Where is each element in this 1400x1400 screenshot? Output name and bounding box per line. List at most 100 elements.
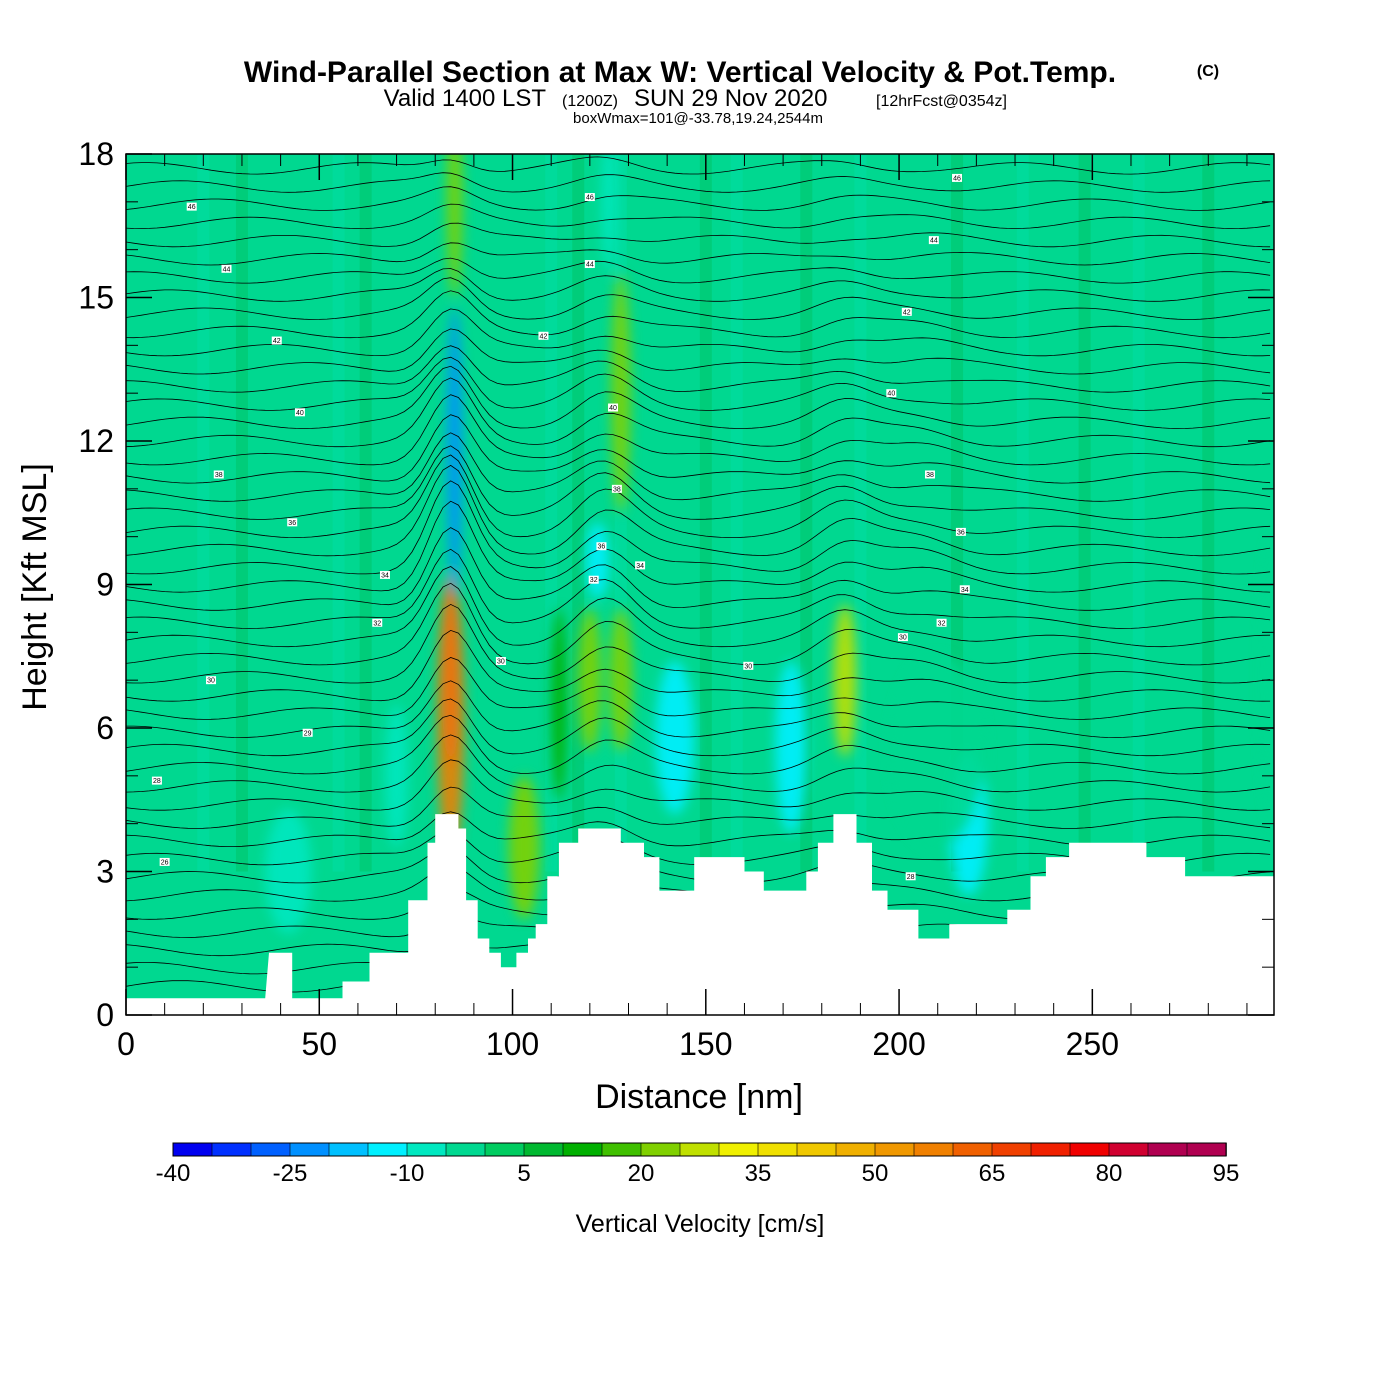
theta-contour-line (126, 156, 1271, 175)
colorbar-swatch (1030, 1142, 1071, 1157)
velocity-blob (609, 608, 633, 752)
velocity-streak (730, 154, 743, 872)
colorbar-swatch (484, 1142, 525, 1157)
theta-label-text: 36 (288, 520, 296, 527)
colorbar-swatch (757, 1142, 798, 1157)
colorbar-swatch (874, 1142, 915, 1157)
theta-label: 40 (608, 403, 619, 412)
theta-label: 34 (379, 570, 390, 579)
theta-label-text: 34 (961, 587, 969, 594)
theta-label-text: 40 (887, 391, 895, 398)
colorbar-swatch (172, 1142, 213, 1157)
theta-label: 40 (294, 408, 305, 417)
theta-label-bg (901, 307, 912, 316)
theta-label-bg (159, 857, 170, 866)
velocity-streak (854, 154, 867, 872)
colorbar-tick-label: 65 (979, 1160, 1006, 1187)
colorbar-swatch (952, 1142, 993, 1157)
theta-label-text: 38 (926, 472, 934, 479)
x-tick-label: 100 (486, 1026, 539, 1062)
theta-label-text: 46 (953, 175, 961, 182)
velocity-streak (359, 154, 372, 872)
theta-contour-line (126, 464, 1271, 557)
velocity-streak (1016, 154, 1029, 872)
theta-label-bg (952, 173, 963, 182)
theta-contour-line (126, 527, 1271, 611)
colorbar-swatch (562, 1142, 603, 1157)
theta-label-bg (287, 518, 298, 527)
theta-label-bg (936, 618, 947, 627)
colorbar-swatch (601, 1142, 642, 1157)
theta-label-bg (924, 470, 935, 479)
theta-contour-line (126, 548, 1271, 629)
theta-contour-line (126, 432, 1271, 502)
theta-label: 29 (302, 728, 313, 737)
theta-label-text: 34 (381, 572, 389, 579)
theta-label-text: 46 (586, 195, 594, 202)
velocity-streak (614, 154, 627, 872)
theta-label-text: 28 (153, 778, 161, 785)
colorbar-swatch (679, 1142, 720, 1157)
theta-contour-line (126, 172, 1271, 193)
theta-label-text: 30 (497, 659, 505, 666)
theta-label-bg (955, 527, 966, 536)
colorbar-tick-label: 80 (1096, 1160, 1123, 1187)
theta-label-bg (538, 331, 549, 340)
x-tick-label: 0 (117, 1026, 135, 1062)
theta-contour-line (126, 277, 1271, 320)
colorbar-label: Vertical Velocity [cm/s] (576, 1210, 825, 1238)
colorbar-swatch (1069, 1142, 1110, 1157)
velocity-blob (446, 307, 463, 595)
velocity-streak (332, 154, 345, 872)
colorbar: -40 -25 -10 5 20 35 50 65 80 95 (156, 1142, 1239, 1187)
theta-contour-line (126, 308, 1271, 357)
theta-label-bg (596, 542, 607, 551)
theta-contour-line (126, 480, 1271, 575)
colorbar-swatch (250, 1142, 291, 1157)
theta-label: 32 (588, 575, 599, 584)
y-tick-label: 15 (78, 280, 114, 316)
chart-subtitle: Valid 1400 LST (1200Z) SUN 29 Nov 2020 [… (384, 85, 1007, 112)
theta-label: 38 (611, 484, 622, 493)
colorbar-swatch (1147, 1142, 1188, 1157)
velocity-streak (235, 154, 248, 872)
theta-contour-line (126, 603, 1271, 684)
theta-contour-line (126, 186, 1271, 211)
colorbar-swatch (796, 1142, 837, 1157)
theta-label-bg (206, 676, 217, 685)
theta-label-bg (635, 561, 646, 570)
theta-label-text: 44 (930, 238, 938, 245)
theta-label: 36 (596, 542, 607, 551)
colorbar-swatch (835, 1142, 876, 1157)
theta-label-bg (611, 484, 622, 493)
theta-label-bg (213, 470, 224, 479)
theta-label-text: 32 (938, 620, 946, 627)
velocity-field (265, 154, 1274, 934)
colorbar-swatch (328, 1142, 369, 1157)
theta-contour-line (126, 365, 1271, 430)
theta-label-text: 36 (598, 544, 606, 551)
theta-contour-line (126, 222, 1271, 248)
theta-label-bg (584, 260, 595, 269)
main-title: Wind-Parallel Section at Max W: Vertical… (244, 56, 1116, 89)
x-axis-label: Distance [nm] (595, 1078, 803, 1116)
velocity-blob (265, 809, 312, 934)
colorbar-swatch (1108, 1142, 1149, 1157)
theta-label: 30 (206, 676, 217, 685)
colorbar-tick-label: 5 (517, 1160, 530, 1187)
colorbar-swatch (640, 1142, 681, 1157)
chart-title: Wind-Parallel Section at Max W: Vertical… (244, 56, 1219, 89)
y-tick-label: 9 (96, 567, 114, 603)
theta-contour-line (126, 657, 1271, 720)
theta-label: 44 (928, 236, 939, 245)
theta-label: 36 (287, 518, 298, 527)
colorbar-swatch (1186, 1142, 1227, 1157)
theta-contour-line (126, 680, 1271, 739)
theta-label-bg (886, 389, 897, 398)
y-tick-label: 3 (96, 854, 114, 890)
theta-label-text: 29 (304, 730, 312, 737)
colorbar-tick-label: -10 (390, 1160, 425, 1187)
theta-label-text: 32 (373, 620, 381, 627)
